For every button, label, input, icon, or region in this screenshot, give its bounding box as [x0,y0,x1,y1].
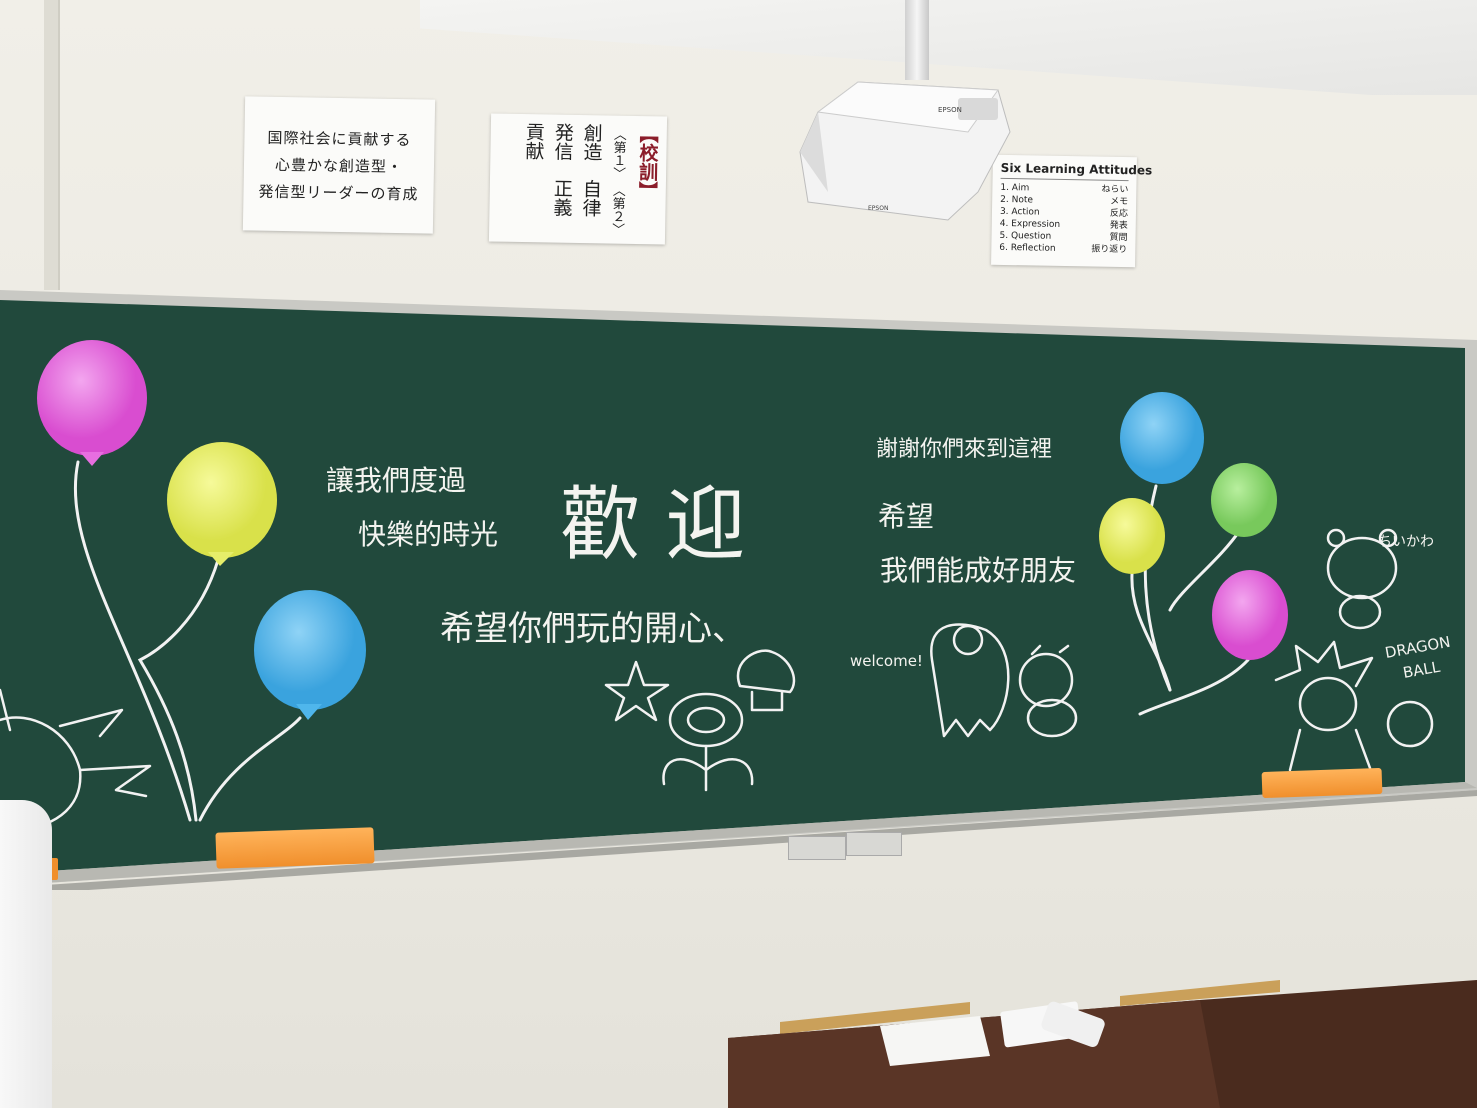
balloon-group-left [37,340,366,720]
board-surface [0,300,1465,874]
chiikawa-doodle [1326,528,1398,630]
chalk-line-right-2: 希望 [878,500,934,533]
balloon-group-right [1099,392,1288,660]
motto-word-3: 貢献 [522,122,545,161]
projector-brand: EPSON [938,106,962,114]
desks [728,980,1477,1108]
goal-line-1: 国際社会に貢献する [267,128,412,149]
projector-mount [905,0,929,80]
projector: EPSON EPSON [799,81,1011,221]
person-arm [0,800,52,1108]
flower-doodle [662,692,754,792]
chalk-line-left-1: 讓我們度過 [326,464,466,497]
balloon-yellow-right [1099,498,1165,574]
attitudes-title: Six Learning Attitudes [1000,160,1152,182]
eraser-right[interactable] [1261,767,1383,799]
chalk-line-bottom: 希望你們玩的開心、 [440,609,746,649]
board-magnet-1 [788,836,846,860]
doraemon-doodle [1018,644,1078,738]
school-motto-poster: 【校訓】 〈第１〉 創造 発信 貢献 〈第２〉 自律 正義 [488,113,668,245]
balloon-blue-right [1120,392,1204,484]
attitude-row: 6. Reflection 振り返り [999,242,1128,256]
goal-line-3: 発信型リーダーの育成 [258,182,419,203]
mushroom-doodle [736,649,796,712]
motto-word-4: 自律 [579,179,602,218]
motto-label-2: 〈第２〉 [609,183,625,236]
dragonball-doodle [1386,700,1434,748]
motto-label-1: 〈第１〉 [609,127,626,180]
chalk-line-left-2: 快樂的時光 [358,518,498,551]
projector-brand-front: EPSON [868,205,888,212]
motto-heading: 【校訓】 [635,124,659,201]
balloon-green-right [1211,463,1277,537]
goal-line-2: 心豊かな創造型・ [274,155,404,176]
star-doodle [604,660,670,722]
remote-control [1041,1001,1105,1048]
motto-word-2: 発信 [551,122,574,161]
paper-on-desk [880,1016,990,1066]
learning-attitudes-poster: Six Learning Attitudes 1. Aim ねらい 2. Note… [991,154,1152,268]
ghost-doodle [930,623,1010,738]
school-goal-poster: 国際社会に貢献する 心豊かな創造型・ 発信型リーダーの育成 [242,96,436,234]
balloon-blue-left [254,590,366,710]
chalk-welcome: welcome! [850,652,923,670]
chalk-line-right-1: 謝謝你們來到這裡 [876,437,1052,462]
chalk-line-right-3: 我們能成好朋友 [880,554,1076,587]
motto-word-1: 創造 [580,123,603,162]
goku-doodle [1274,640,1374,772]
chalkboard: 讓我們度過 快樂的時光 歡 迎 希望你們玩的開心、 謝謝你們來到這裡 希望 我們… [0,290,1477,890]
board-magnet-2 [846,832,902,856]
chalk-welcome-kanji: 歡 迎 [560,478,745,571]
balloon-pink-left [37,340,147,456]
wall-corner [44,0,60,290]
balloon-yellow-left [167,442,277,558]
eraser-left[interactable] [215,827,375,869]
motto-word-5: 正義 [550,178,574,217]
balloon-pink-right [1212,570,1288,660]
